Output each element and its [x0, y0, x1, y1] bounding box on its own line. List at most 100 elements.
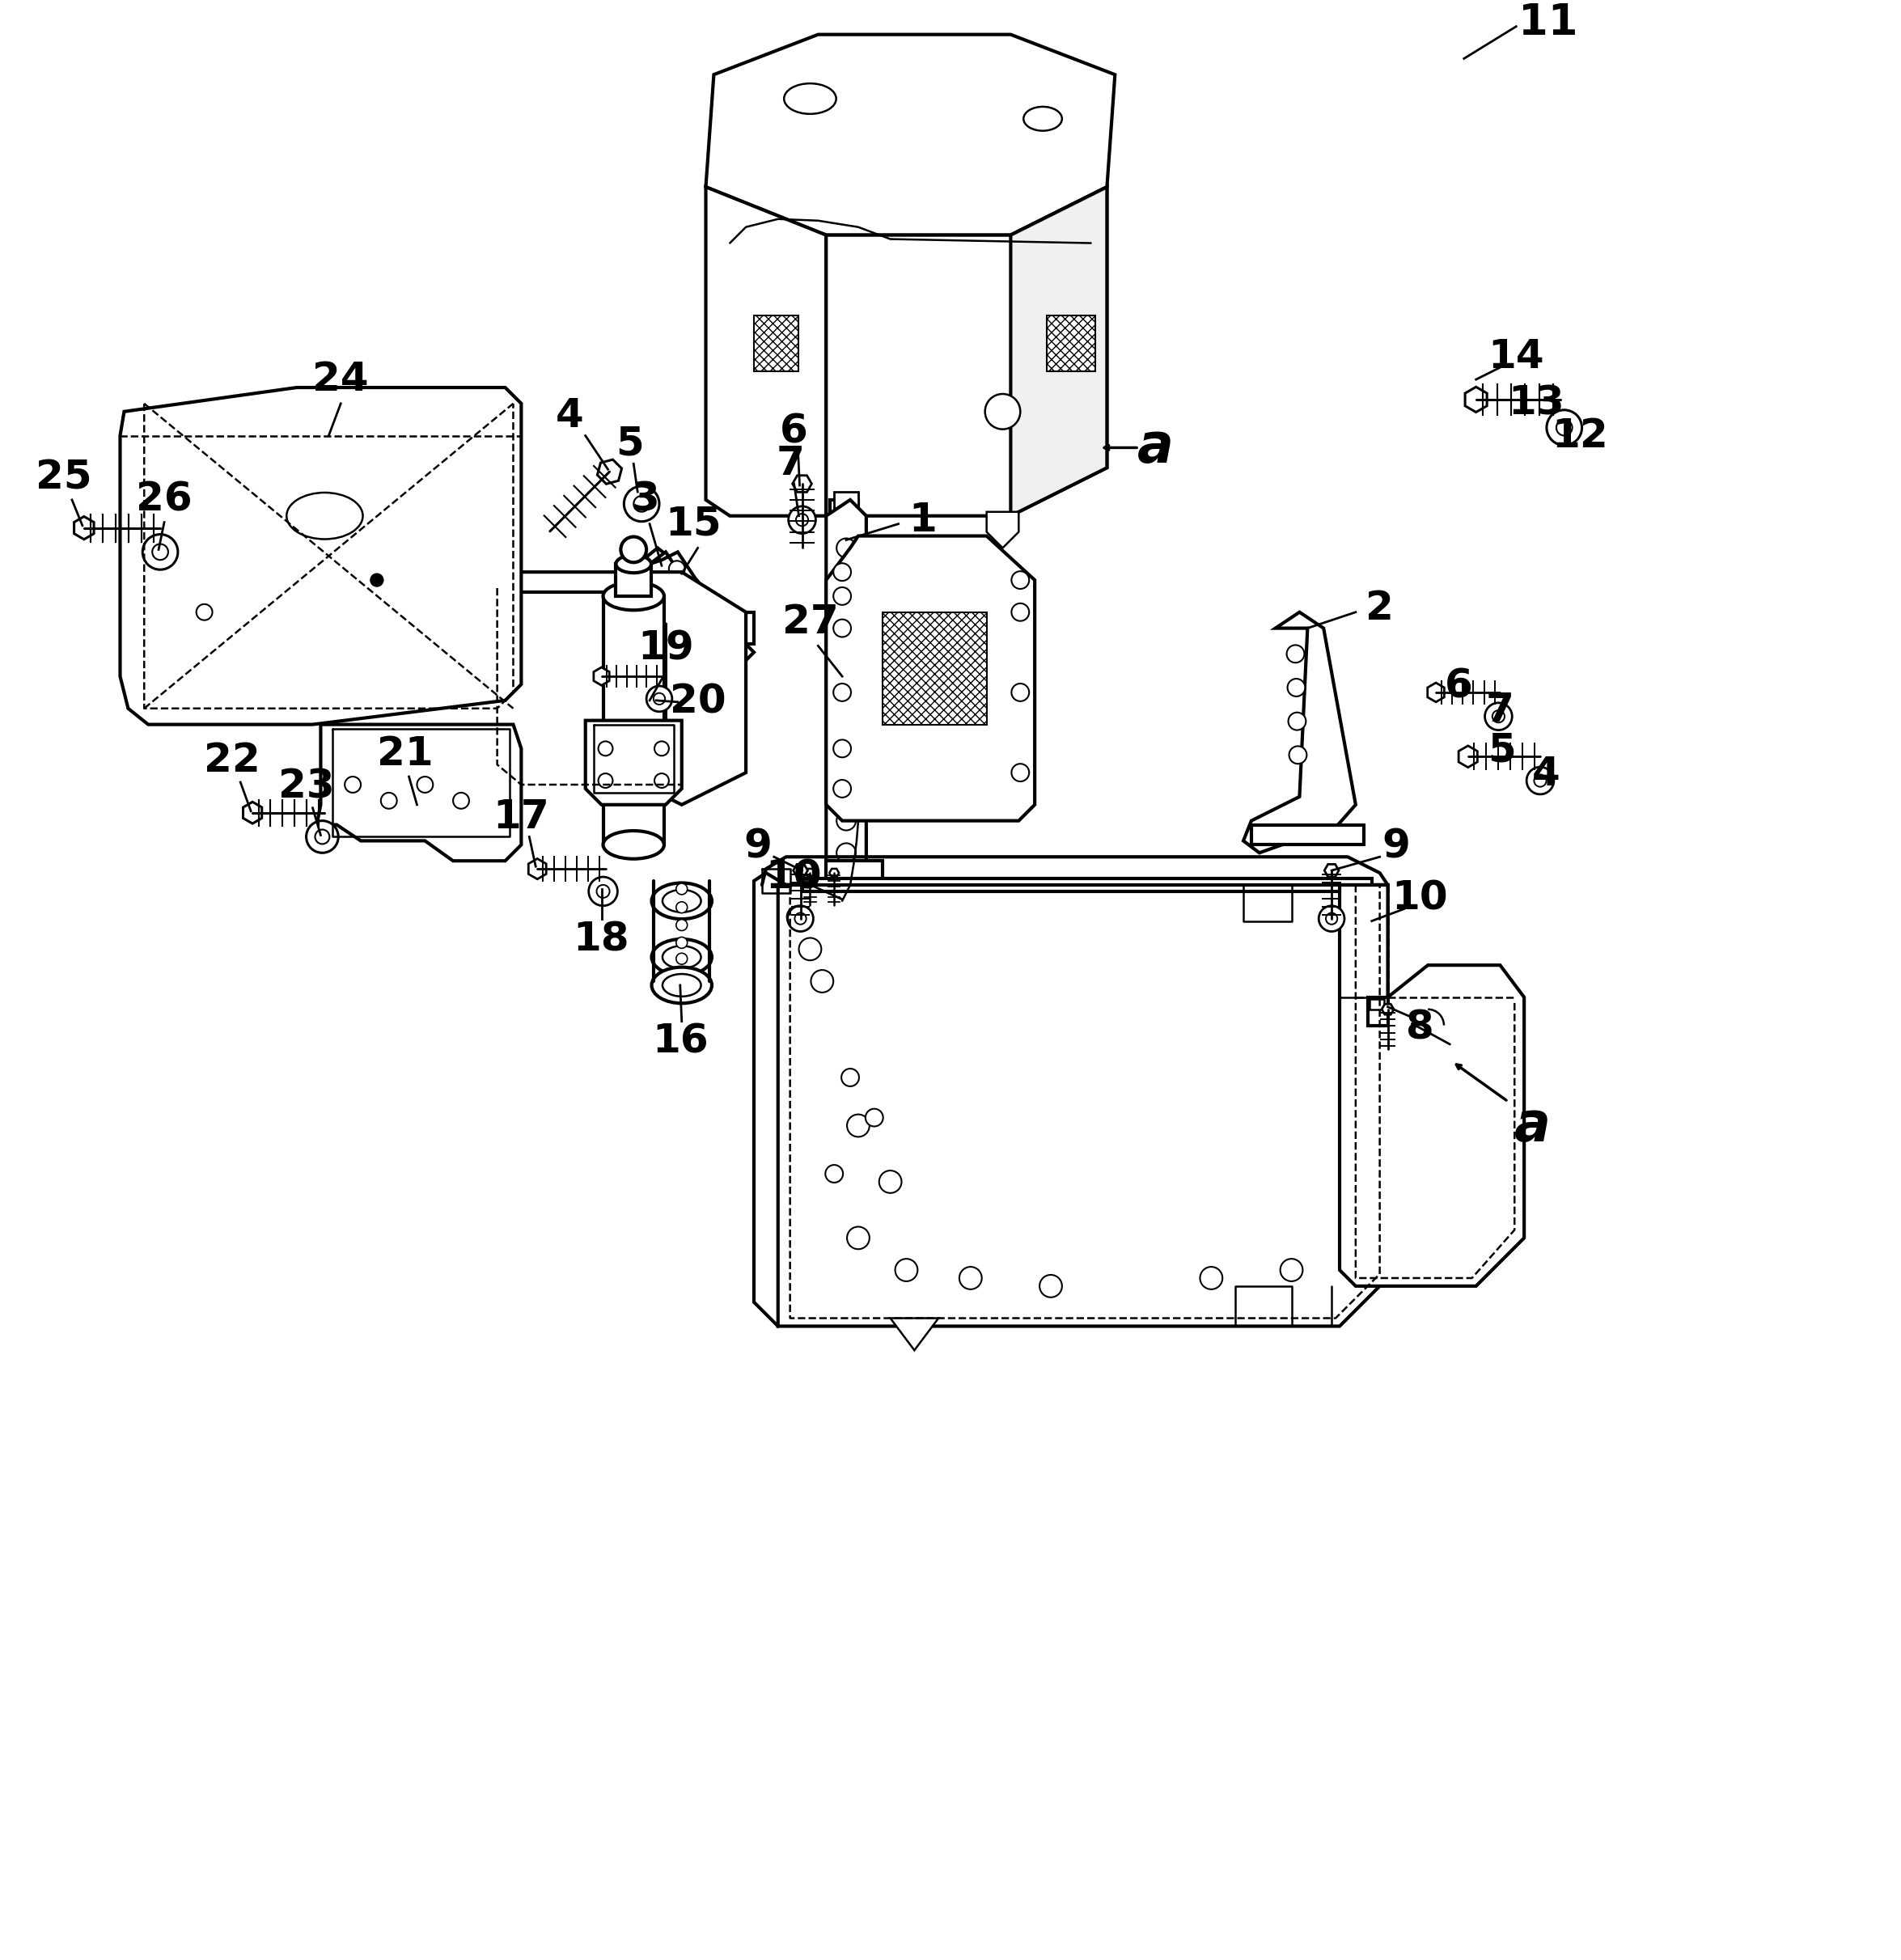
- Circle shape: [836, 570, 855, 590]
- Circle shape: [624, 486, 660, 521]
- Ellipse shape: [603, 831, 663, 858]
- Text: 24: 24: [312, 361, 369, 400]
- Text: 10: 10: [1392, 880, 1449, 917]
- Circle shape: [842, 1068, 859, 1086]
- Circle shape: [597, 884, 610, 898]
- Circle shape: [306, 821, 338, 853]
- Text: 9: 9: [1382, 827, 1411, 866]
- Circle shape: [700, 594, 715, 612]
- Circle shape: [833, 739, 852, 757]
- Ellipse shape: [662, 974, 701, 996]
- Circle shape: [829, 898, 854, 921]
- Text: 5: 5: [616, 423, 644, 463]
- Text: a: a: [1513, 1100, 1551, 1152]
- Polygon shape: [705, 35, 1116, 235]
- Circle shape: [452, 792, 470, 809]
- Text: 17: 17: [492, 798, 549, 837]
- Polygon shape: [890, 1319, 939, 1350]
- Polygon shape: [827, 860, 882, 880]
- Polygon shape: [1047, 316, 1095, 372]
- Circle shape: [677, 884, 688, 894]
- Text: 15: 15: [665, 504, 722, 543]
- Circle shape: [1279, 1258, 1302, 1282]
- Text: 18: 18: [574, 919, 629, 958]
- Polygon shape: [987, 512, 1019, 549]
- Polygon shape: [882, 612, 987, 725]
- Circle shape: [143, 535, 179, 570]
- Circle shape: [836, 539, 855, 557]
- Circle shape: [1557, 419, 1572, 435]
- Circle shape: [798, 939, 821, 960]
- Circle shape: [836, 666, 855, 686]
- Circle shape: [633, 496, 650, 512]
- Circle shape: [1527, 766, 1553, 794]
- Polygon shape: [603, 596, 663, 845]
- Text: 16: 16: [652, 1021, 709, 1060]
- Ellipse shape: [662, 890, 701, 911]
- Circle shape: [833, 588, 852, 606]
- Circle shape: [1011, 570, 1028, 588]
- Circle shape: [1289, 711, 1306, 729]
- Text: 20: 20: [669, 682, 726, 721]
- Polygon shape: [650, 553, 755, 661]
- Circle shape: [833, 684, 852, 702]
- Ellipse shape: [1023, 106, 1063, 131]
- Text: 6: 6: [1445, 666, 1473, 706]
- Text: 26: 26: [137, 480, 192, 519]
- Circle shape: [599, 774, 612, 788]
- Circle shape: [1011, 764, 1028, 782]
- Polygon shape: [831, 500, 857, 512]
- Polygon shape: [1340, 884, 1525, 1286]
- Circle shape: [960, 1266, 981, 1290]
- Circle shape: [848, 1115, 869, 1137]
- Circle shape: [836, 811, 855, 831]
- Circle shape: [599, 741, 612, 757]
- Circle shape: [654, 774, 669, 788]
- Polygon shape: [637, 549, 679, 588]
- Text: 10: 10: [766, 857, 823, 896]
- Text: 25: 25: [36, 459, 91, 496]
- Circle shape: [1040, 1274, 1063, 1298]
- Text: 8: 8: [1407, 1007, 1433, 1047]
- Polygon shape: [1251, 825, 1363, 845]
- Circle shape: [316, 829, 329, 845]
- Circle shape: [1287, 678, 1306, 696]
- Circle shape: [1485, 704, 1511, 729]
- Circle shape: [646, 686, 673, 711]
- Polygon shape: [827, 186, 1106, 515]
- Polygon shape: [120, 388, 521, 725]
- Polygon shape: [755, 316, 798, 372]
- Circle shape: [836, 843, 855, 862]
- Circle shape: [833, 563, 852, 580]
- Circle shape: [985, 394, 1021, 429]
- Text: 1: 1: [909, 500, 937, 539]
- Circle shape: [1319, 906, 1344, 931]
- Polygon shape: [317, 725, 521, 860]
- Circle shape: [1547, 410, 1582, 445]
- Text: a: a: [1137, 421, 1173, 474]
- Circle shape: [836, 602, 855, 621]
- Circle shape: [1011, 684, 1028, 702]
- Circle shape: [677, 919, 688, 931]
- Circle shape: [878, 1170, 901, 1194]
- Circle shape: [1287, 645, 1304, 662]
- Circle shape: [836, 731, 855, 751]
- Circle shape: [895, 1258, 918, 1282]
- Polygon shape: [827, 500, 867, 880]
- Text: 7: 7: [1487, 690, 1515, 729]
- Circle shape: [622, 537, 646, 563]
- Circle shape: [833, 619, 852, 637]
- Ellipse shape: [287, 492, 363, 539]
- Circle shape: [833, 780, 852, 798]
- Polygon shape: [1369, 1000, 1384, 1009]
- Circle shape: [380, 792, 397, 809]
- Ellipse shape: [783, 84, 836, 114]
- Text: 21: 21: [376, 735, 433, 774]
- Circle shape: [1492, 710, 1504, 723]
- Circle shape: [787, 906, 810, 929]
- Circle shape: [1200, 1266, 1222, 1290]
- Circle shape: [836, 700, 855, 717]
- Circle shape: [669, 561, 684, 576]
- Ellipse shape: [662, 947, 701, 968]
- Circle shape: [677, 902, 688, 913]
